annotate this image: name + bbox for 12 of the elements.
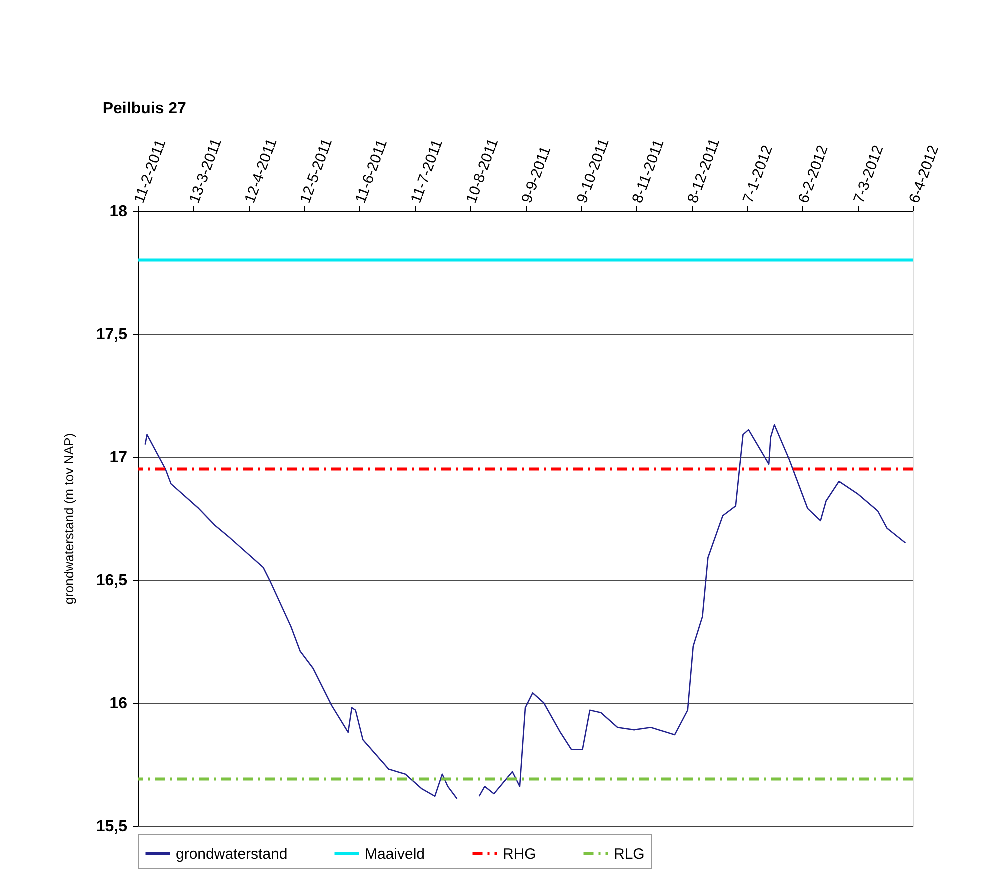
legend-label: Maaiveld [365, 846, 426, 863]
y-tick-label: 15,5 [96, 818, 128, 836]
legend-label: RHG [503, 846, 536, 863]
y-axis-title: grondwaterstand (m tov NAP) [61, 433, 76, 605]
chart-title: Peilbuis 27 [102, 100, 187, 118]
y-tick-label: 16,5 [96, 572, 128, 590]
legend-label: grondwaterstand [176, 846, 288, 863]
y-tick-label: 17,5 [96, 326, 128, 344]
y-tick-label: 18 [110, 204, 128, 220]
legend-label: RLG [614, 846, 645, 863]
y-tick-label: 16 [110, 696, 128, 712]
y-tick-label: 17 [110, 450, 128, 466]
